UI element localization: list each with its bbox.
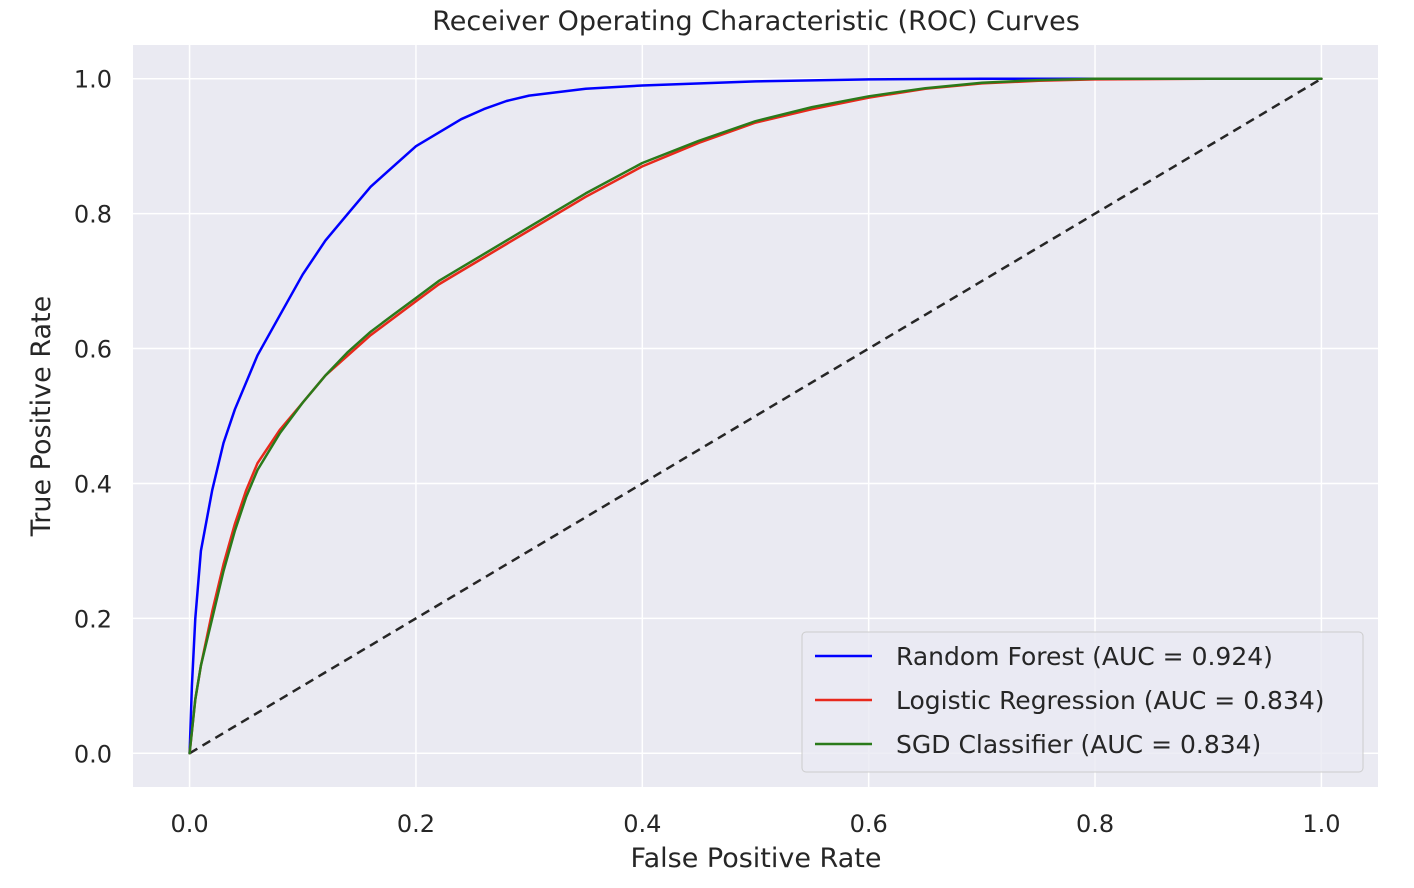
legend-label-1: Logistic Regression (AUC = 0.834)	[896, 686, 1325, 715]
series-lines	[188, 77, 1323, 755]
x-axis-label: False Positive Rate	[631, 843, 882, 874]
y-tick-label: 0.2	[74, 605, 112, 633]
y-tick-label: 0.4	[74, 470, 112, 498]
chart-title: Receiver Operating Characteristic (ROC) …	[432, 6, 1080, 37]
legend-label-0: Random Forest (AUC = 0.924)	[896, 642, 1273, 671]
y-tick-label: 0.6	[74, 336, 112, 364]
x-tick-label: 0.2	[397, 810, 435, 838]
y-tick-label: 1.0	[74, 66, 112, 94]
y-axis-label: True Positive Rate	[26, 296, 57, 538]
legend-box	[801, 631, 1364, 773]
legend-label-2: SGD Classifier (AUC = 0.834)	[896, 730, 1261, 759]
x-tick-label: 0.0	[171, 810, 209, 838]
series-line-0	[188, 77, 1323, 755]
y-tick-labels: 0.0 0.2 0.4 0.6 0.8 1.0	[74, 66, 112, 769]
reference-diagonal	[188, 77, 1323, 755]
x-tick-label: 0.4	[623, 810, 661, 838]
x-tick-label: 0.8	[1076, 810, 1114, 838]
x-tick-label: 0.6	[850, 810, 888, 838]
reference-diagonal-line	[188, 77, 1323, 755]
series-line-2	[188, 77, 1323, 755]
y-tick-label: 0.8	[74, 201, 112, 229]
x-tick-label: 1.0	[1302, 810, 1340, 838]
x-tick-labels: 0.0 0.2 0.4 0.6 0.8 1.0	[171, 810, 1341, 838]
y-tick-label: 0.0	[74, 740, 112, 768]
legend: Random Forest (AUC = 0.924) Logistic Regr…	[801, 631, 1364, 773]
